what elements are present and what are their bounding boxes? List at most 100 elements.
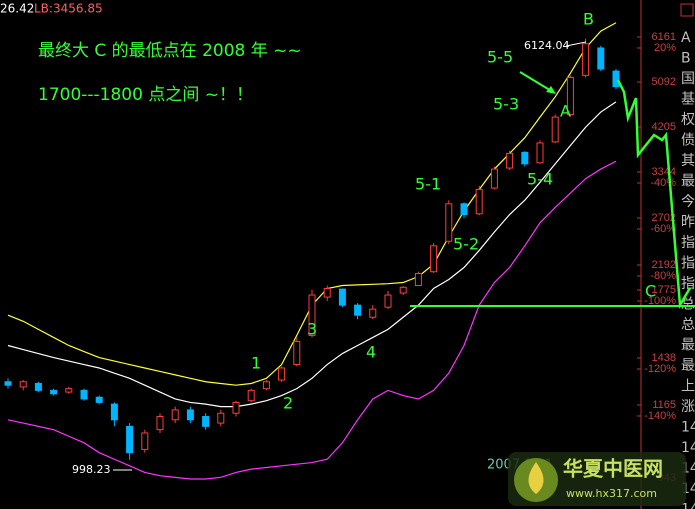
candle-body <box>247 389 255 402</box>
axis: 6161509242053344270221921775143811659432… <box>637 31 676 484</box>
candle-body <box>34 382 42 391</box>
top-lb: LB:3456.85 <box>34 2 103 16</box>
y-tick-label: 2192 <box>652 259 676 271</box>
candle-body <box>65 388 73 393</box>
watermark: 华夏中医网 www.hx317.com <box>508 452 686 506</box>
candle-body <box>293 340 301 366</box>
side-text: 14 <box>681 420 695 436</box>
wave-label: B <box>583 10 594 29</box>
y-tick-label: 5092 <box>652 76 676 88</box>
wave-label: 5-5 <box>487 48 513 67</box>
y-tick-label: 2702 <box>652 212 676 224</box>
watermark-name: 华夏中医网 <box>563 457 663 481</box>
watermark-url: www.hx317.com <box>566 487 657 500</box>
wave-label: 4 <box>366 343 376 362</box>
y2-tick-label: 20% <box>654 42 676 54</box>
candle-body <box>19 381 27 388</box>
annotation-text: 最终大 C 的最低点在 2008 年 ~~ <box>38 41 302 61</box>
candle-body <box>566 76 574 116</box>
candle-body <box>217 412 225 424</box>
candle-body <box>126 425 134 454</box>
candle-body <box>110 403 118 421</box>
y2-tick-label: -80% <box>650 270 676 282</box>
candle-body <box>445 203 453 242</box>
candle-body <box>430 245 438 273</box>
side-text: A <box>681 30 691 46</box>
side-text: 涨 <box>681 399 695 415</box>
candle-body <box>475 188 483 215</box>
y-tick-label: 1165 <box>652 399 676 411</box>
y-tick-label: 6161 <box>652 31 676 43</box>
wave-label: 2 <box>283 394 293 413</box>
candle-body <box>551 116 559 143</box>
candle-body <box>384 294 392 308</box>
side-text: 总 <box>681 317 695 333</box>
candle-body <box>156 416 164 431</box>
candle-body <box>50 389 58 395</box>
y-tick-label: 1438 <box>652 352 676 364</box>
wave-label: 5-2 <box>453 235 479 254</box>
projection <box>616 79 692 310</box>
side-text: 14 <box>681 502 695 509</box>
ma-line <box>7 101 617 408</box>
candle-body <box>186 409 194 421</box>
candle-body <box>202 416 210 427</box>
candle-body <box>536 142 544 164</box>
ma-line <box>7 160 617 480</box>
side-text: 总 <box>681 297 695 313</box>
candle-body <box>414 273 422 287</box>
logo-drop <box>528 462 544 494</box>
y2-tick-label: -140% <box>644 410 676 422</box>
annotations: 最终大 C 的最低点在 2008 年 ~~ 1700---1800 点之间 ~！… <box>38 10 695 413</box>
y2-tick-label: -100% <box>644 295 676 307</box>
candle-body <box>232 401 240 414</box>
side-text: 基 <box>681 91 695 108</box>
candle-body <box>369 308 377 318</box>
candle-body <box>262 381 270 390</box>
candle-body <box>95 396 103 403</box>
candle-body <box>308 294 316 336</box>
arrow-head <box>546 86 556 94</box>
candle-body <box>4 381 12 386</box>
candle-body <box>80 389 88 400</box>
candle-body <box>278 367 286 381</box>
side-text: 债 <box>681 133 695 149</box>
y2-tick-label: -60% <box>650 223 676 235</box>
plot <box>4 22 620 480</box>
side-text: 昨 <box>681 215 695 231</box>
top-value: 26.42 <box>0 2 34 16</box>
candle-body <box>506 152 514 169</box>
candle-body <box>582 43 590 76</box>
wave-label: 5-1 <box>415 175 441 194</box>
side-text: 今 <box>681 194 695 210</box>
candle-body <box>323 288 331 298</box>
wave-label: 5-4 <box>527 170 553 189</box>
side-text: 最 <box>681 358 695 374</box>
side-text: 权 <box>681 112 695 128</box>
high-label: 6124.04 <box>524 39 570 52</box>
candle-body <box>490 168 498 189</box>
side-text: 最 <box>681 174 695 190</box>
candle-body <box>171 409 179 421</box>
wave-label: A <box>560 102 571 121</box>
side-text: 国 <box>681 71 695 87</box>
candle-body <box>354 304 362 316</box>
candle-body <box>460 203 468 216</box>
arrow <box>519 71 554 93</box>
wave-label: 3 <box>307 320 317 339</box>
low-label: 998.23 <box>72 463 111 476</box>
side-text: 上 <box>681 379 695 395</box>
candle-body <box>521 151 529 165</box>
wave-label: 1 <box>251 354 261 373</box>
side-text: 14 <box>681 440 695 456</box>
panel-box <box>680 3 694 17</box>
annotation-text: 1700---1800 点之间 ~！！ <box>38 85 253 105</box>
y2-tick-label: -120% <box>644 363 676 375</box>
y-tick-label: 4205 <box>652 121 676 133</box>
side-text: B <box>681 51 691 67</box>
side-text: 最 <box>681 338 695 354</box>
candle-body <box>612 70 620 88</box>
callouts: 6124.04 998.23 <box>72 39 587 476</box>
candle-body <box>399 286 407 294</box>
